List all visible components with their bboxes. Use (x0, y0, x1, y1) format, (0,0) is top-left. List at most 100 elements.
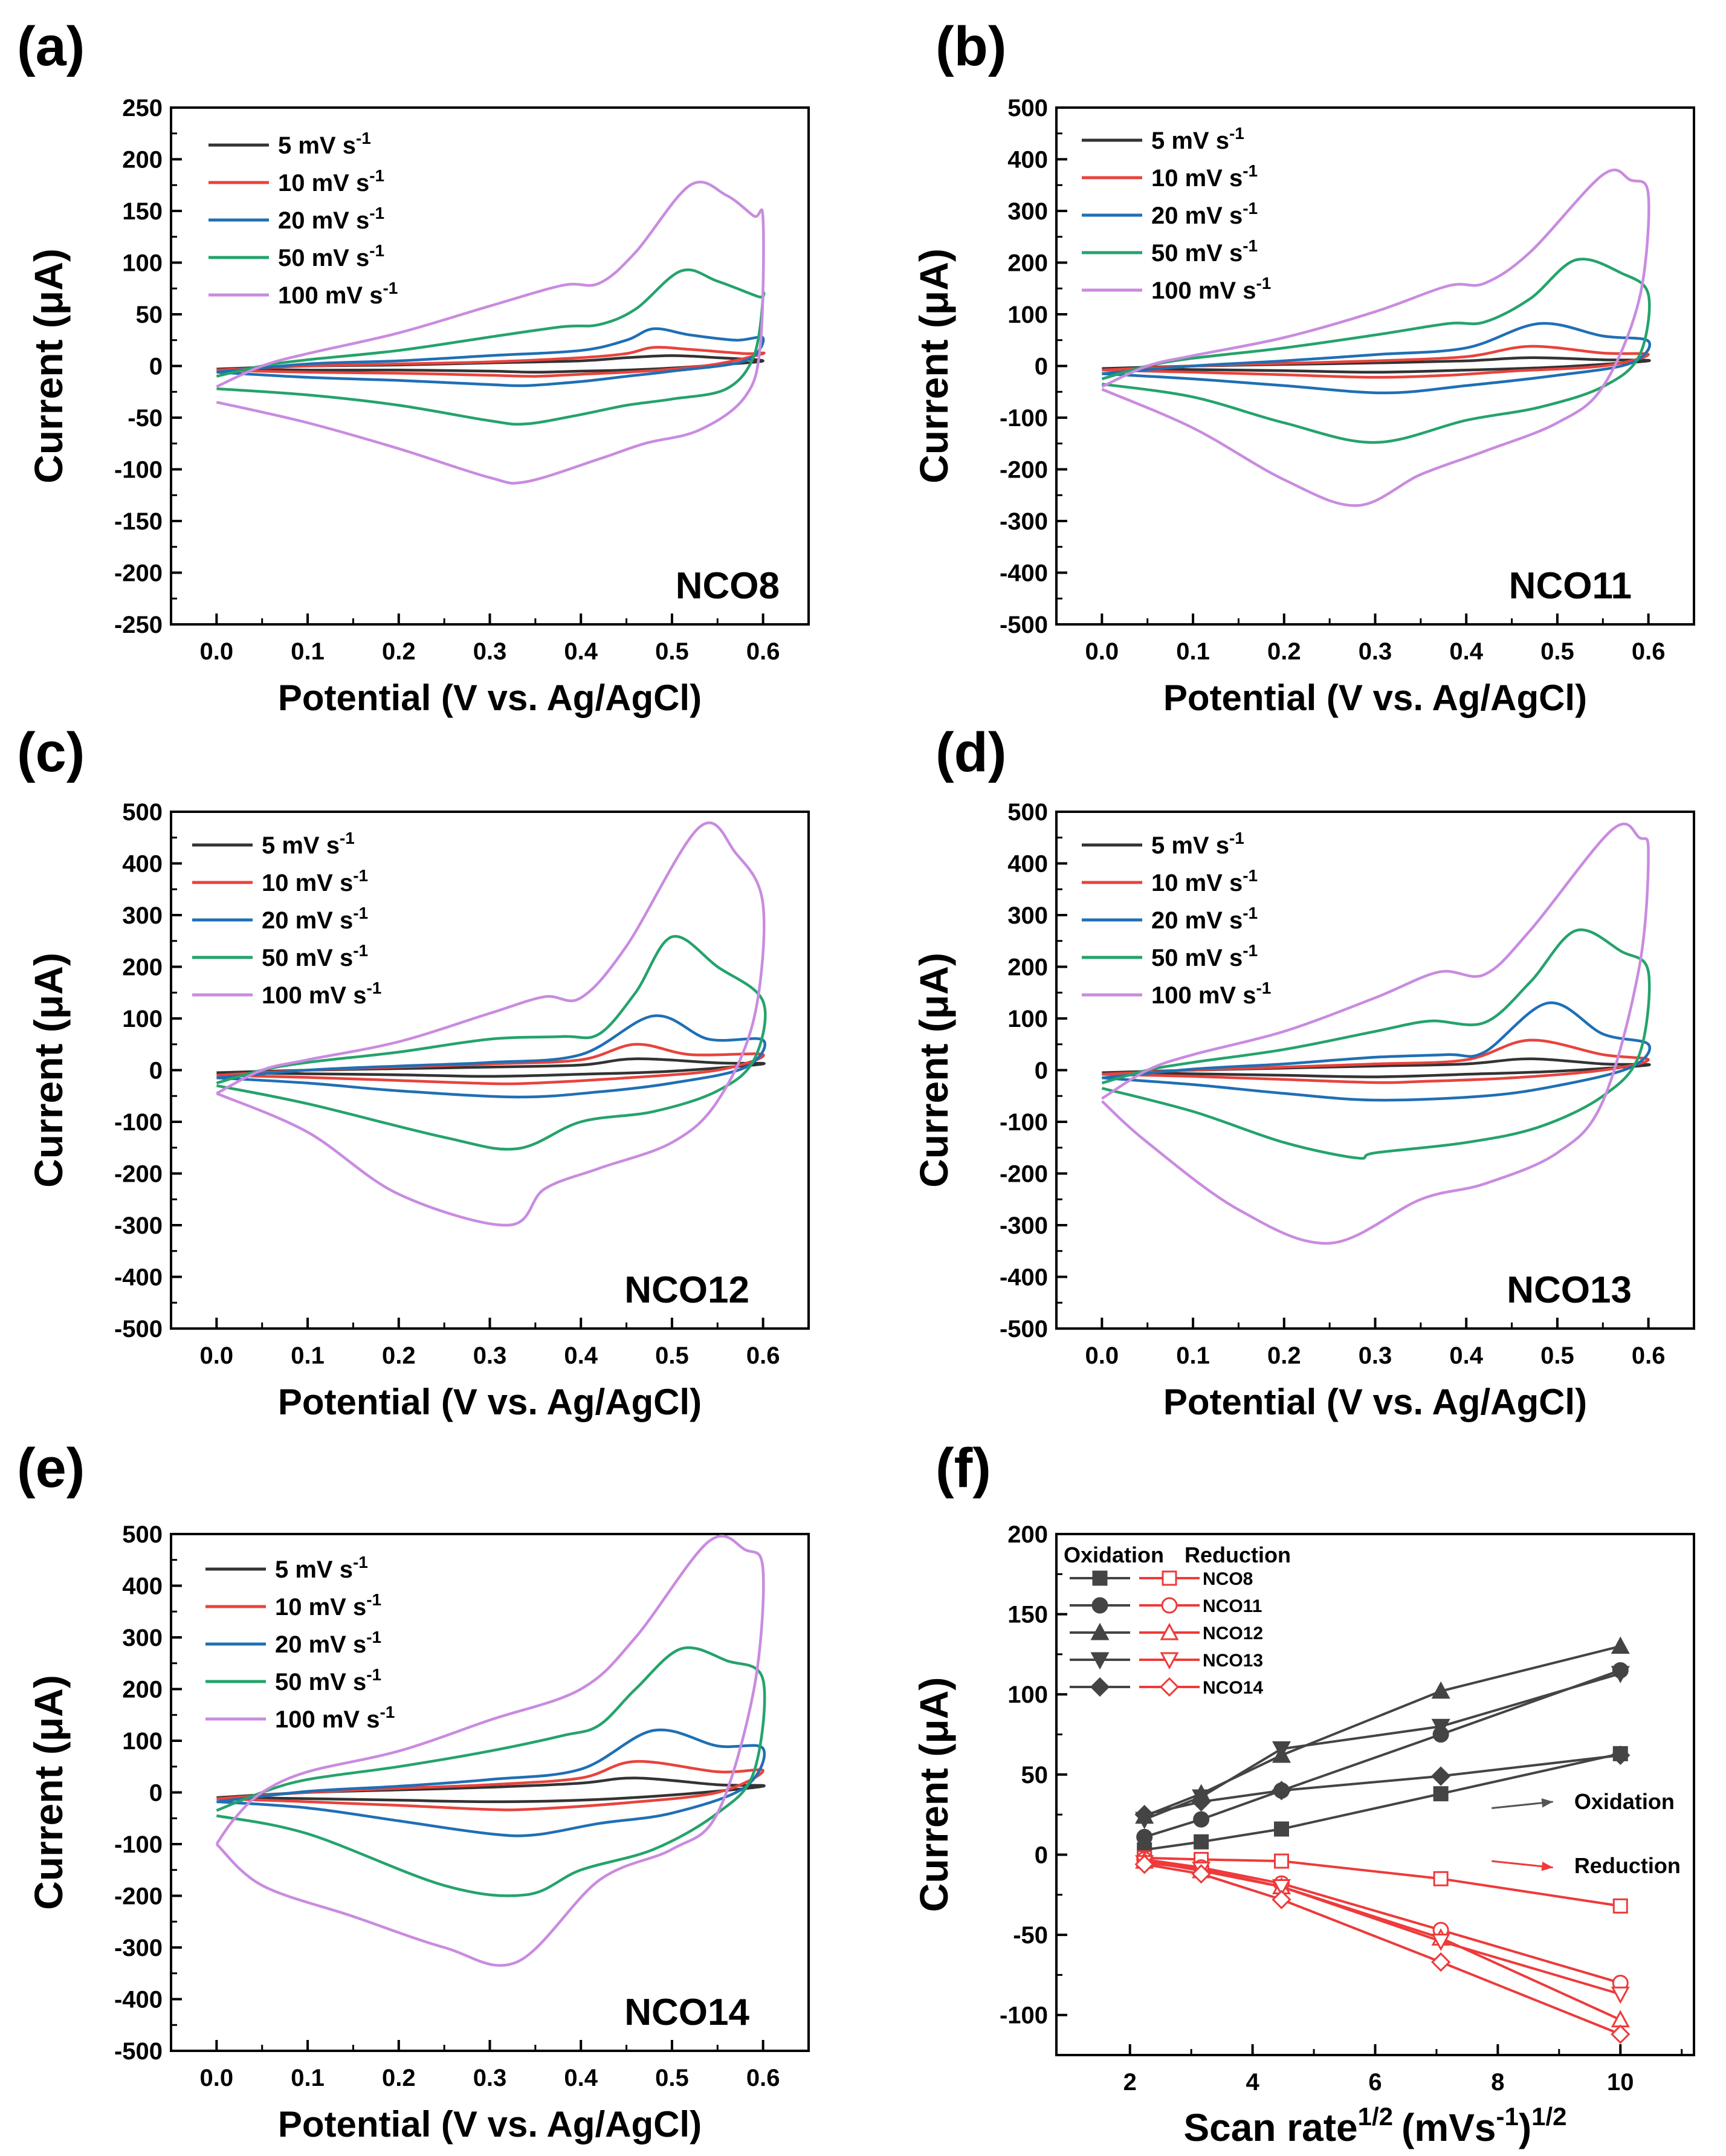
legend-exponent: -1 (366, 979, 381, 997)
legend-reduction-marker (1160, 1652, 1179, 1670)
panel-label-d: (d) (936, 722, 1006, 783)
legend-entry: NCO13 (1203, 1651, 1263, 1671)
cv-curve-50-mv (216, 934, 767, 1151)
legend-entry: 50 mV s-1 (278, 241, 384, 271)
legend-exponent: -1 (353, 904, 368, 922)
oxidation-point (1431, 1766, 1451, 1786)
oxidation-point (1273, 1821, 1289, 1837)
sample-label: NCO12 (624, 1269, 749, 1311)
cv-curve-20-mv (1102, 322, 1651, 395)
oxidation-point (1194, 1834, 1209, 1850)
x-tick-label: 0.2 (382, 2065, 416, 2091)
legend-rate: 20 mV s (262, 907, 353, 934)
oxidation-point (1431, 1718, 1450, 1737)
y-tick-label: -100 (1000, 1109, 1048, 1136)
x-tick-label: 0.2 (1267, 638, 1301, 665)
legend-entry: 10 mV s-1 (278, 166, 384, 196)
y-tick-label: -300 (1000, 1212, 1048, 1239)
x-axis-title: Potential (V vs. Ag/AgCl) (278, 678, 702, 718)
y-tick-label: 100 (1007, 1006, 1048, 1032)
x-tick-label: 0.4 (1449, 1342, 1483, 1369)
reduction-point (1273, 1853, 1289, 1869)
legend-entry: 5 mV s-1 (262, 829, 355, 859)
y-tick-label: -100 (114, 1109, 163, 1136)
legend-entry: 10 mV s-1 (1151, 866, 1258, 896)
x-tick-label: 0.5 (655, 1342, 689, 1369)
legend-oxidation-marker (1090, 1622, 1110, 1640)
x-tick-label: 4 (1246, 2069, 1259, 2096)
legend-exponent: -1 (353, 941, 368, 960)
cv-curve-100-mv (1101, 822, 1650, 1245)
x-tick-label: 0.3 (473, 638, 507, 665)
cv-curve-20-mv (216, 1014, 766, 1099)
cv-curve-100-mv (216, 180, 765, 485)
legend-exponent: -1 (1243, 866, 1258, 885)
oxidation-point (1611, 1745, 1631, 1766)
y-tick-label: -500 (114, 2038, 163, 2065)
panel-label-b: (b) (936, 16, 1006, 77)
cv-curve-50-mv (1101, 257, 1651, 444)
legend-exponent: -1 (1256, 274, 1271, 293)
legend-rate: 20 mV s (1151, 907, 1243, 934)
x-tick-label: 0.3 (1359, 638, 1392, 665)
legend-exponent: -1 (356, 129, 371, 147)
y-tick-label: -50 (128, 405, 163, 432)
y-tick-label: 500 (1007, 799, 1048, 826)
y-tick-label: 150 (122, 198, 163, 225)
sample-label: NCO11 (1509, 565, 1632, 607)
oxidation-point (1191, 1792, 1211, 1812)
legend-rate: 10 mV s (1151, 870, 1243, 896)
legend-entry: 10 mV s-1 (275, 1590, 381, 1620)
y-tick-label: 500 (122, 799, 163, 826)
legend-rate: 5 mV s (1151, 128, 1229, 154)
x-tick-label: 0.1 (291, 1342, 325, 1369)
legend-rate: 5 mV s (275, 1556, 353, 1583)
y-tick-label: -100 (1000, 2002, 1048, 2029)
x-tick-label: 0.6 (1632, 638, 1666, 665)
oxidation-point (1193, 1811, 1210, 1828)
oxidation-point (1431, 1681, 1450, 1699)
y-tick-label: 250 (122, 95, 163, 121)
sample-label: NCO13 (1507, 1269, 1632, 1311)
cv-curve-10-mv (1102, 1038, 1650, 1084)
x-axis-title: Potential (V vs. Ag/AgCl) (278, 1382, 702, 1422)
cv-curve-100-mv (216, 821, 766, 1227)
panel-label-c: (c) (17, 722, 85, 783)
legend-exponent: -1 (380, 1703, 395, 1721)
x-tick-label: 0.1 (1176, 1342, 1210, 1369)
y-tick-label: 400 (1007, 851, 1048, 878)
legend-rate: 5 mV s (278, 132, 356, 159)
legend-exponent: -1 (1243, 904, 1258, 922)
oxidation-point (1136, 1828, 1153, 1845)
cv-curve-10-mv (216, 346, 766, 378)
y-tick-label: -200 (114, 560, 163, 587)
legend-exponent: -1 (1243, 199, 1258, 218)
legend-rate: 5 mV s (1151, 832, 1229, 859)
legend-rate: 50 mV s (1151, 945, 1243, 971)
legend-exponent: -1 (383, 279, 398, 297)
y-tick-label: -250 (114, 612, 163, 638)
x-tick-label: 0.5 (655, 2065, 689, 2091)
y-tick-label: 100 (122, 1728, 163, 1755)
cv-panel-nco12: -500 -400 -300 -200 -100 0 100 200 300 400 500 0.0 0… (26, 799, 810, 1422)
annotation-label: Oxidation (1574, 1789, 1675, 1814)
legend-exponent: -1 (353, 866, 368, 885)
x-axis-title: Potential (V vs. Ag/AgCl) (278, 2104, 702, 2145)
annotation-arrow-head (1541, 1798, 1553, 1808)
y-tick-label: -400 (1000, 1264, 1048, 1291)
legend-exponent: -1 (340, 829, 355, 847)
y-tick-label: -200 (114, 1883, 163, 1910)
legend-rate: 10 mV s (275, 1594, 366, 1620)
y-tick-label: -400 (114, 1264, 163, 1291)
y-tick-label: 100 (122, 250, 163, 277)
y-tick-label: -500 (114, 1316, 163, 1342)
y-tick-label: 100 (1007, 1682, 1048, 1708)
legend-oxidation-marker (1092, 1570, 1108, 1586)
legend-exponent: -1 (1256, 979, 1271, 997)
y-tick-label: 50 (136, 302, 163, 328)
y-tick-label: 300 (122, 902, 163, 929)
legend-oxidation-marker (1090, 1677, 1110, 1697)
reduction-point (1191, 1864, 1211, 1884)
x-tick-label: 0.2 (1267, 1342, 1301, 1369)
x-tick-label: 0.5 (1540, 1342, 1574, 1369)
